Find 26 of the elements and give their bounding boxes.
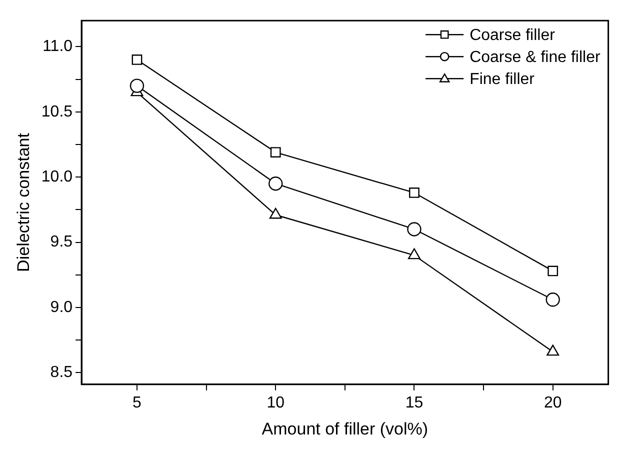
x-tick-label: 5: [132, 394, 142, 412]
point: [548, 266, 558, 276]
point: [268, 176, 283, 191]
point: [408, 248, 420, 260]
x-axis-title: Amount of filler (vol%): [262, 419, 428, 438]
y-tick-label: 11.0: [42, 38, 73, 56]
point: [407, 222, 422, 236]
y-tick-label: 10.5: [41, 103, 73, 120]
point: [546, 344, 560, 356]
y-tick-label: 9.0: [50, 298, 73, 316]
x-tick-label: 10: [266, 394, 285, 412]
point: [269, 208, 282, 219]
point: [130, 78, 144, 93]
y-tick-label: 10.0: [41, 168, 73, 186]
point: [546, 292, 560, 307]
point: [270, 147, 281, 158]
x-tick-label: 15: [405, 394, 424, 412]
y-axis-title: Dielectric constant: [14, 132, 33, 272]
legend-label: Fine filler: [470, 71, 536, 88]
y-tick-label: 8.5: [50, 364, 73, 382]
point: [132, 54, 142, 65]
x-tick-label: 20: [544, 394, 562, 412]
legend-label: Coarse filler: [470, 27, 556, 44]
legend-label: Coarse & fine filler: [470, 49, 601, 66]
point: [409, 188, 420, 198]
y-tick-label: 9.5: [50, 234, 73, 251]
